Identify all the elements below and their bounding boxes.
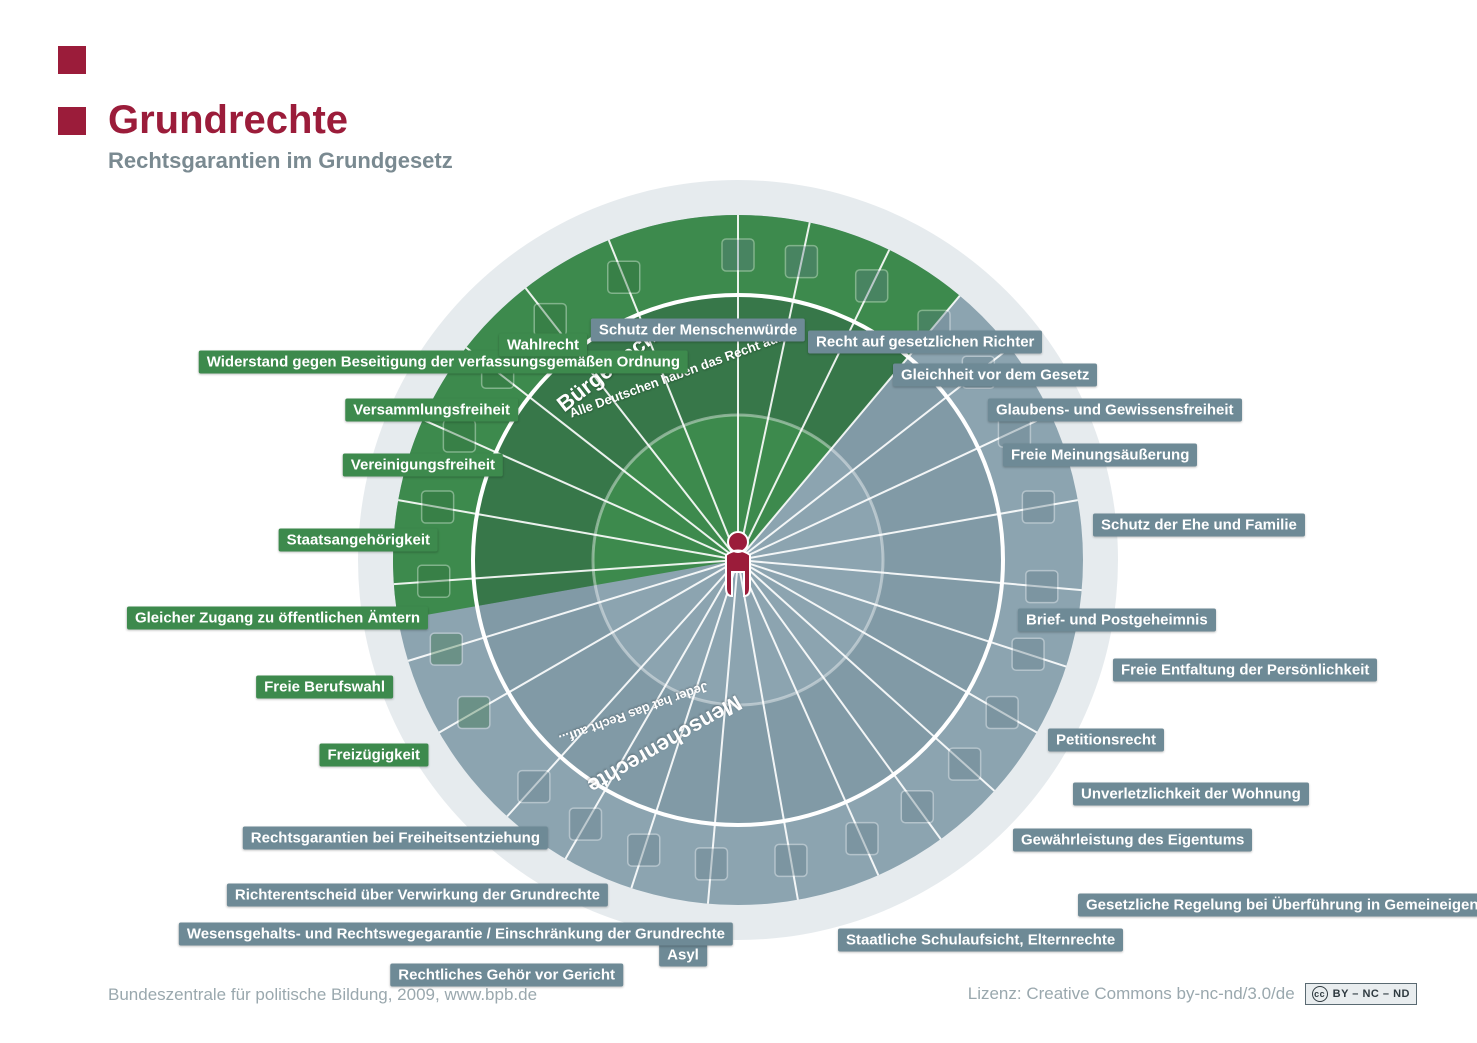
segment-label: Freizügigkeit: [319, 744, 428, 767]
cc-icon: cc: [1312, 986, 1328, 1002]
segment-label: Rechtliches Gehör vor Gericht: [390, 964, 623, 987]
label-layer: BürgerrechteAlle Deutschen haben das Rec…: [0, 0, 1477, 1043]
segment-label: Rechtsgarantien bei Freiheitsentziehung: [243, 827, 548, 850]
segment-label: Freie Berufswahl: [256, 676, 393, 699]
footer-source: Bundeszentrale für politische Bildung, 2…: [108, 985, 537, 1005]
segment-label: Gleichheit vor dem Gesetz: [893, 364, 1097, 387]
segment-label: Petitionsrecht: [1048, 729, 1164, 752]
segment-label: Widerstand gegen Beseitigung der verfass…: [199, 351, 688, 374]
footer-license: Lizenz: Creative Commons by-nc-nd/3.0/de…: [968, 983, 1417, 1005]
footer-license-text: Lizenz: Creative Commons by-nc-nd/3.0/de: [968, 984, 1295, 1004]
segment-label: Gewährleistung des Eigentums: [1013, 829, 1252, 852]
segment-label: Staatliche Schulaufsicht, Elternrechte: [838, 929, 1123, 952]
cc-label: BY – NC – ND: [1333, 988, 1410, 1000]
segment-label: Richterentscheid über Verwirkung der Gru…: [227, 884, 608, 907]
segment-label: Unverletzlichkeit der Wohnung: [1073, 783, 1309, 806]
segment-label: Staatsangehörigkeit: [279, 529, 438, 552]
segment-label: Brief- und Postgeheimnis: [1018, 609, 1216, 632]
segment-label: Gleicher Zugang zu öffentlichen Ämtern: [127, 607, 428, 630]
segment-label: Freie Entfaltung der Persönlichkeit: [1113, 659, 1377, 682]
cc-badge: cc BY – NC – ND: [1305, 983, 1417, 1005]
segment-label: Wahlrecht: [499, 334, 587, 357]
segment-label: Recht auf gesetzlichen Richter: [808, 331, 1042, 354]
segment-label: Asyl: [659, 944, 707, 967]
segment-label: Versammlungsfreiheit: [345, 399, 518, 422]
segment-label: Wesensgehalts- und Rechtswegegarantie / …: [179, 923, 733, 946]
segment-label: Gesetzliche Regelung bei Überführung in …: [1078, 894, 1477, 917]
segment-label: Vereinigungsfreiheit: [343, 454, 503, 477]
segment-label: Schutz der Ehe und Familie: [1093, 514, 1305, 537]
segment-label: Freie Meinungsäußerung: [1003, 444, 1197, 467]
segment-label: Schutz der Menschenwürde: [591, 319, 805, 342]
segment-label: Glaubens- und Gewissensfreiheit: [988, 399, 1242, 422]
